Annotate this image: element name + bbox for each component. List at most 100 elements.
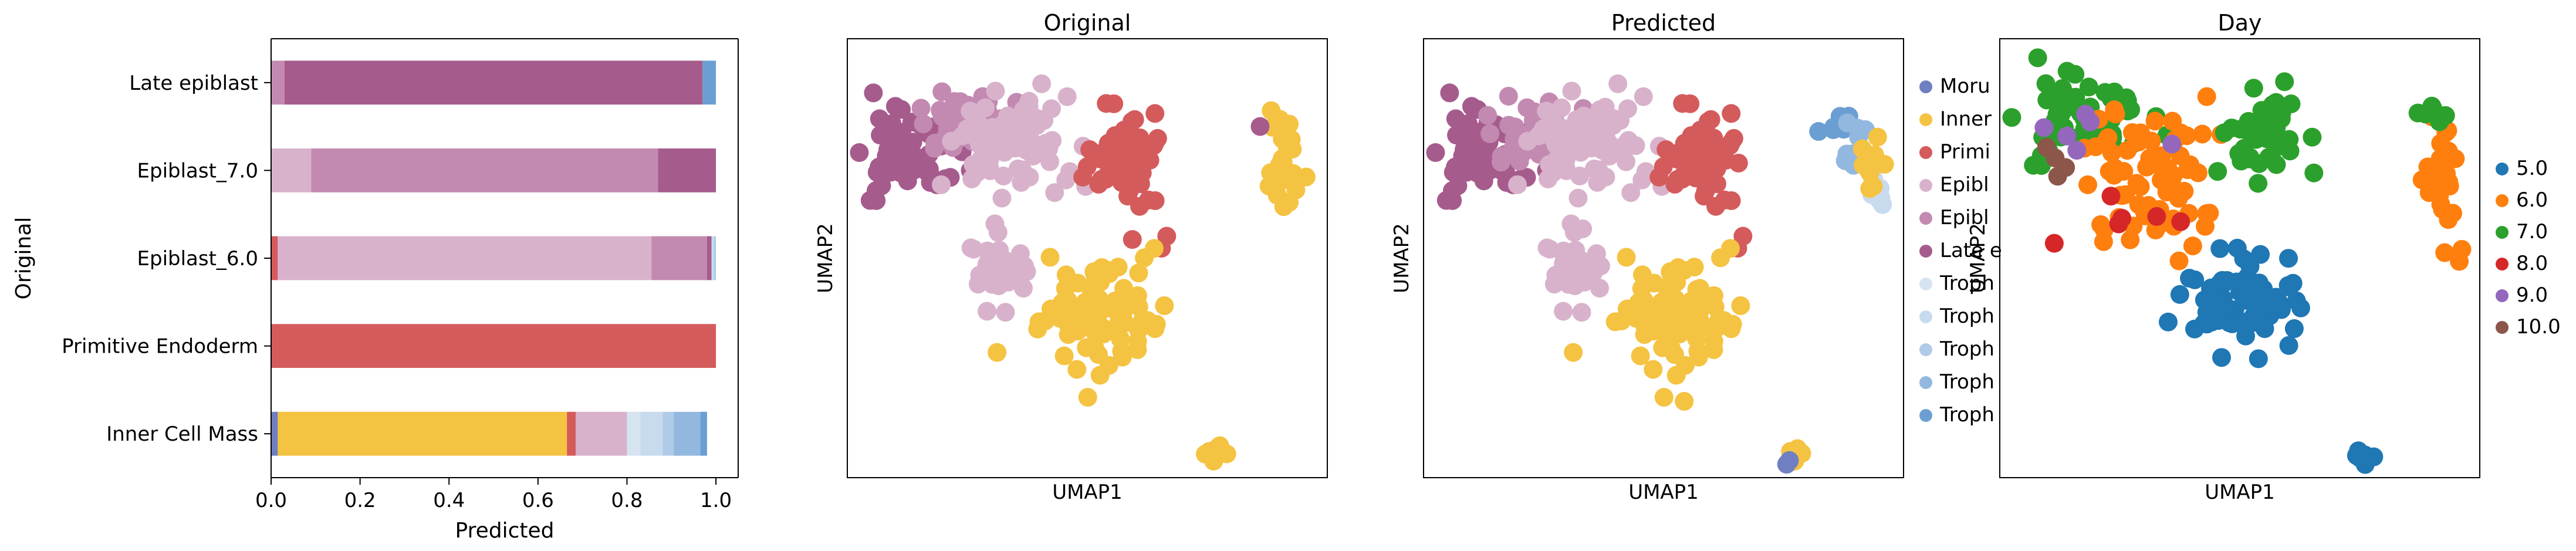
x-axis-label: UMAP1 (1628, 481, 1699, 504)
legend-label: 9.0 (2516, 283, 2548, 307)
scatter-point (1700, 134, 1719, 153)
scatter-point (1711, 248, 1730, 268)
scatter-point (1020, 167, 1039, 187)
scatter-point (1644, 273, 1664, 293)
scatter-point (1537, 238, 1557, 258)
scatter-point (2052, 104, 2071, 123)
scatter-point (1128, 340, 1147, 359)
scatter-point (1868, 127, 1887, 147)
legend-label: 6.0 (2516, 188, 2548, 212)
scatter-point (1094, 324, 1113, 343)
scatter-point (932, 175, 951, 194)
scatter-point (1282, 130, 1301, 149)
scatter-point (1007, 133, 1026, 152)
scatter-point (2078, 175, 2097, 194)
scatter-point (2197, 87, 2216, 106)
legend-label: 5.0 (2516, 157, 2548, 180)
scatter-point (2210, 239, 2230, 258)
scatter-point (945, 92, 964, 111)
scatter-point (992, 188, 1012, 208)
scatter-point (1608, 74, 1628, 93)
scatter-point (1079, 303, 1098, 323)
y-tick-label: Inner Cell Mass (106, 422, 258, 446)
scatter-point (1605, 312, 1625, 332)
scatter-point (2104, 165, 2124, 185)
scatter-point (1478, 106, 1497, 125)
scatter-point (1596, 167, 1615, 187)
scatter-point (1480, 124, 1500, 143)
scatter-point (1615, 139, 1635, 158)
scatter-point (2439, 141, 2458, 161)
scatter-point (1499, 86, 1518, 106)
scatter-point (1675, 391, 1694, 411)
scatter-point (1204, 451, 1223, 471)
scatter-point (2255, 319, 2274, 339)
scatter-point (1654, 388, 1674, 407)
scatter-point (1446, 157, 1465, 177)
legend-marker (2496, 163, 2509, 175)
scatter-point (1670, 324, 1689, 343)
scatter-point (1665, 144, 1685, 164)
legend-marker (2496, 194, 2509, 207)
scatter-point (1702, 151, 1722, 170)
scatter-point (2147, 207, 2166, 226)
scatter-point (2034, 118, 2054, 137)
scatter-point (892, 100, 911, 119)
legend-marker (2496, 226, 2509, 239)
scatter-point (1014, 279, 1033, 298)
scatter-point (2121, 230, 2140, 249)
scatter-point (1723, 315, 1742, 334)
scatter-point (1112, 173, 1131, 192)
scatter-point (1665, 345, 1684, 364)
scatter-point (1040, 248, 1060, 267)
scatter-point (1272, 161, 1292, 180)
scatter-point (2249, 174, 2268, 193)
plot-frame (1999, 38, 2480, 478)
scatter-point (911, 99, 931, 118)
scatter-point (1017, 262, 1036, 281)
bar-segment (567, 411, 576, 456)
scatter-point (2170, 285, 2189, 304)
legend-label: Troph (1939, 370, 1994, 394)
scatter-point (2044, 234, 2064, 253)
scatter-point (1681, 148, 1701, 168)
bar-segment (271, 324, 716, 368)
scatter-point (1687, 329, 1706, 349)
scatter-point (2057, 126, 2077, 146)
scatter-point (2028, 48, 2047, 67)
scatter-point (1088, 345, 1108, 364)
scatter-point (942, 131, 961, 151)
scatter-point (2193, 124, 2212, 144)
y-axis-label: Original (12, 217, 36, 300)
scatter-point (925, 138, 944, 158)
scatter-point (1028, 319, 1047, 339)
scatter-point (1576, 124, 1595, 144)
scatter-point (1440, 83, 1459, 103)
scatter-point (2105, 82, 2124, 102)
scatter-point (1584, 263, 1603, 283)
scatter-point (1426, 143, 1445, 163)
scatter-point (2408, 103, 2428, 123)
bar-segment (662, 411, 674, 456)
scatter-point (1443, 191, 1462, 210)
scatter-point (1706, 197, 1726, 216)
scatter-point (2180, 269, 2199, 288)
legend-marker (1919, 343, 1932, 356)
scatter-point (2349, 441, 2368, 461)
scatter-point (1875, 154, 1894, 174)
legend-marker (2496, 258, 2509, 271)
scatter-point (977, 256, 996, 276)
scatter-point (1054, 346, 1074, 366)
y-tick-label: Epiblast_6.0 (137, 247, 259, 271)
scatter-point (1123, 230, 1142, 249)
scatter-point (2175, 181, 2194, 201)
scatter-point (1147, 315, 1166, 334)
scatter-point (1777, 455, 1796, 474)
scatter-point (1458, 139, 1477, 158)
legend-marker (1919, 179, 1932, 192)
scatter-point (2036, 74, 2056, 93)
scatter-point (1105, 148, 1124, 168)
legend-marker (1919, 212, 1932, 225)
bar-segment (627, 411, 641, 456)
legend-label: Troph (1939, 305, 1994, 328)
